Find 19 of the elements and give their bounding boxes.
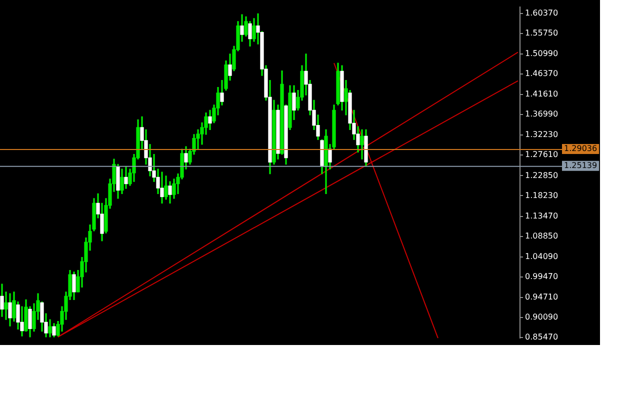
y-tick-label: 1.46370 [525,69,558,78]
ref-line-label: 1.25139 [564,160,598,170]
y-tick-label: 1.36990 [525,110,558,119]
y-tick-label: 1.08850 [525,231,558,240]
y-tick-label: 1.55750 [525,28,558,38]
y-tick-label: 0.90090 [525,312,558,322]
y-tick-label: 0.94710 [525,292,558,302]
y-tick-label: 1.22850 [525,170,558,180]
y-tick-label: 1.50990 [525,49,558,58]
y-tick-label: 1.04090 [525,252,558,261]
ref-line-label: 1.29036 [564,144,598,154]
y-tick-label: 0.99470 [525,272,558,281]
y-tick-label: 1.32230 [525,130,558,140]
y-tick-label: 1.60370 [525,8,558,18]
y-tick-label: 1.41610 [525,90,558,99]
y-tick-label: 1.13470 [525,211,558,220]
y-tick-label: 1.18230 [525,190,558,200]
y-tick-label: 1.27610 [525,150,558,160]
y-tick-label: 0.85470 [525,332,558,342]
